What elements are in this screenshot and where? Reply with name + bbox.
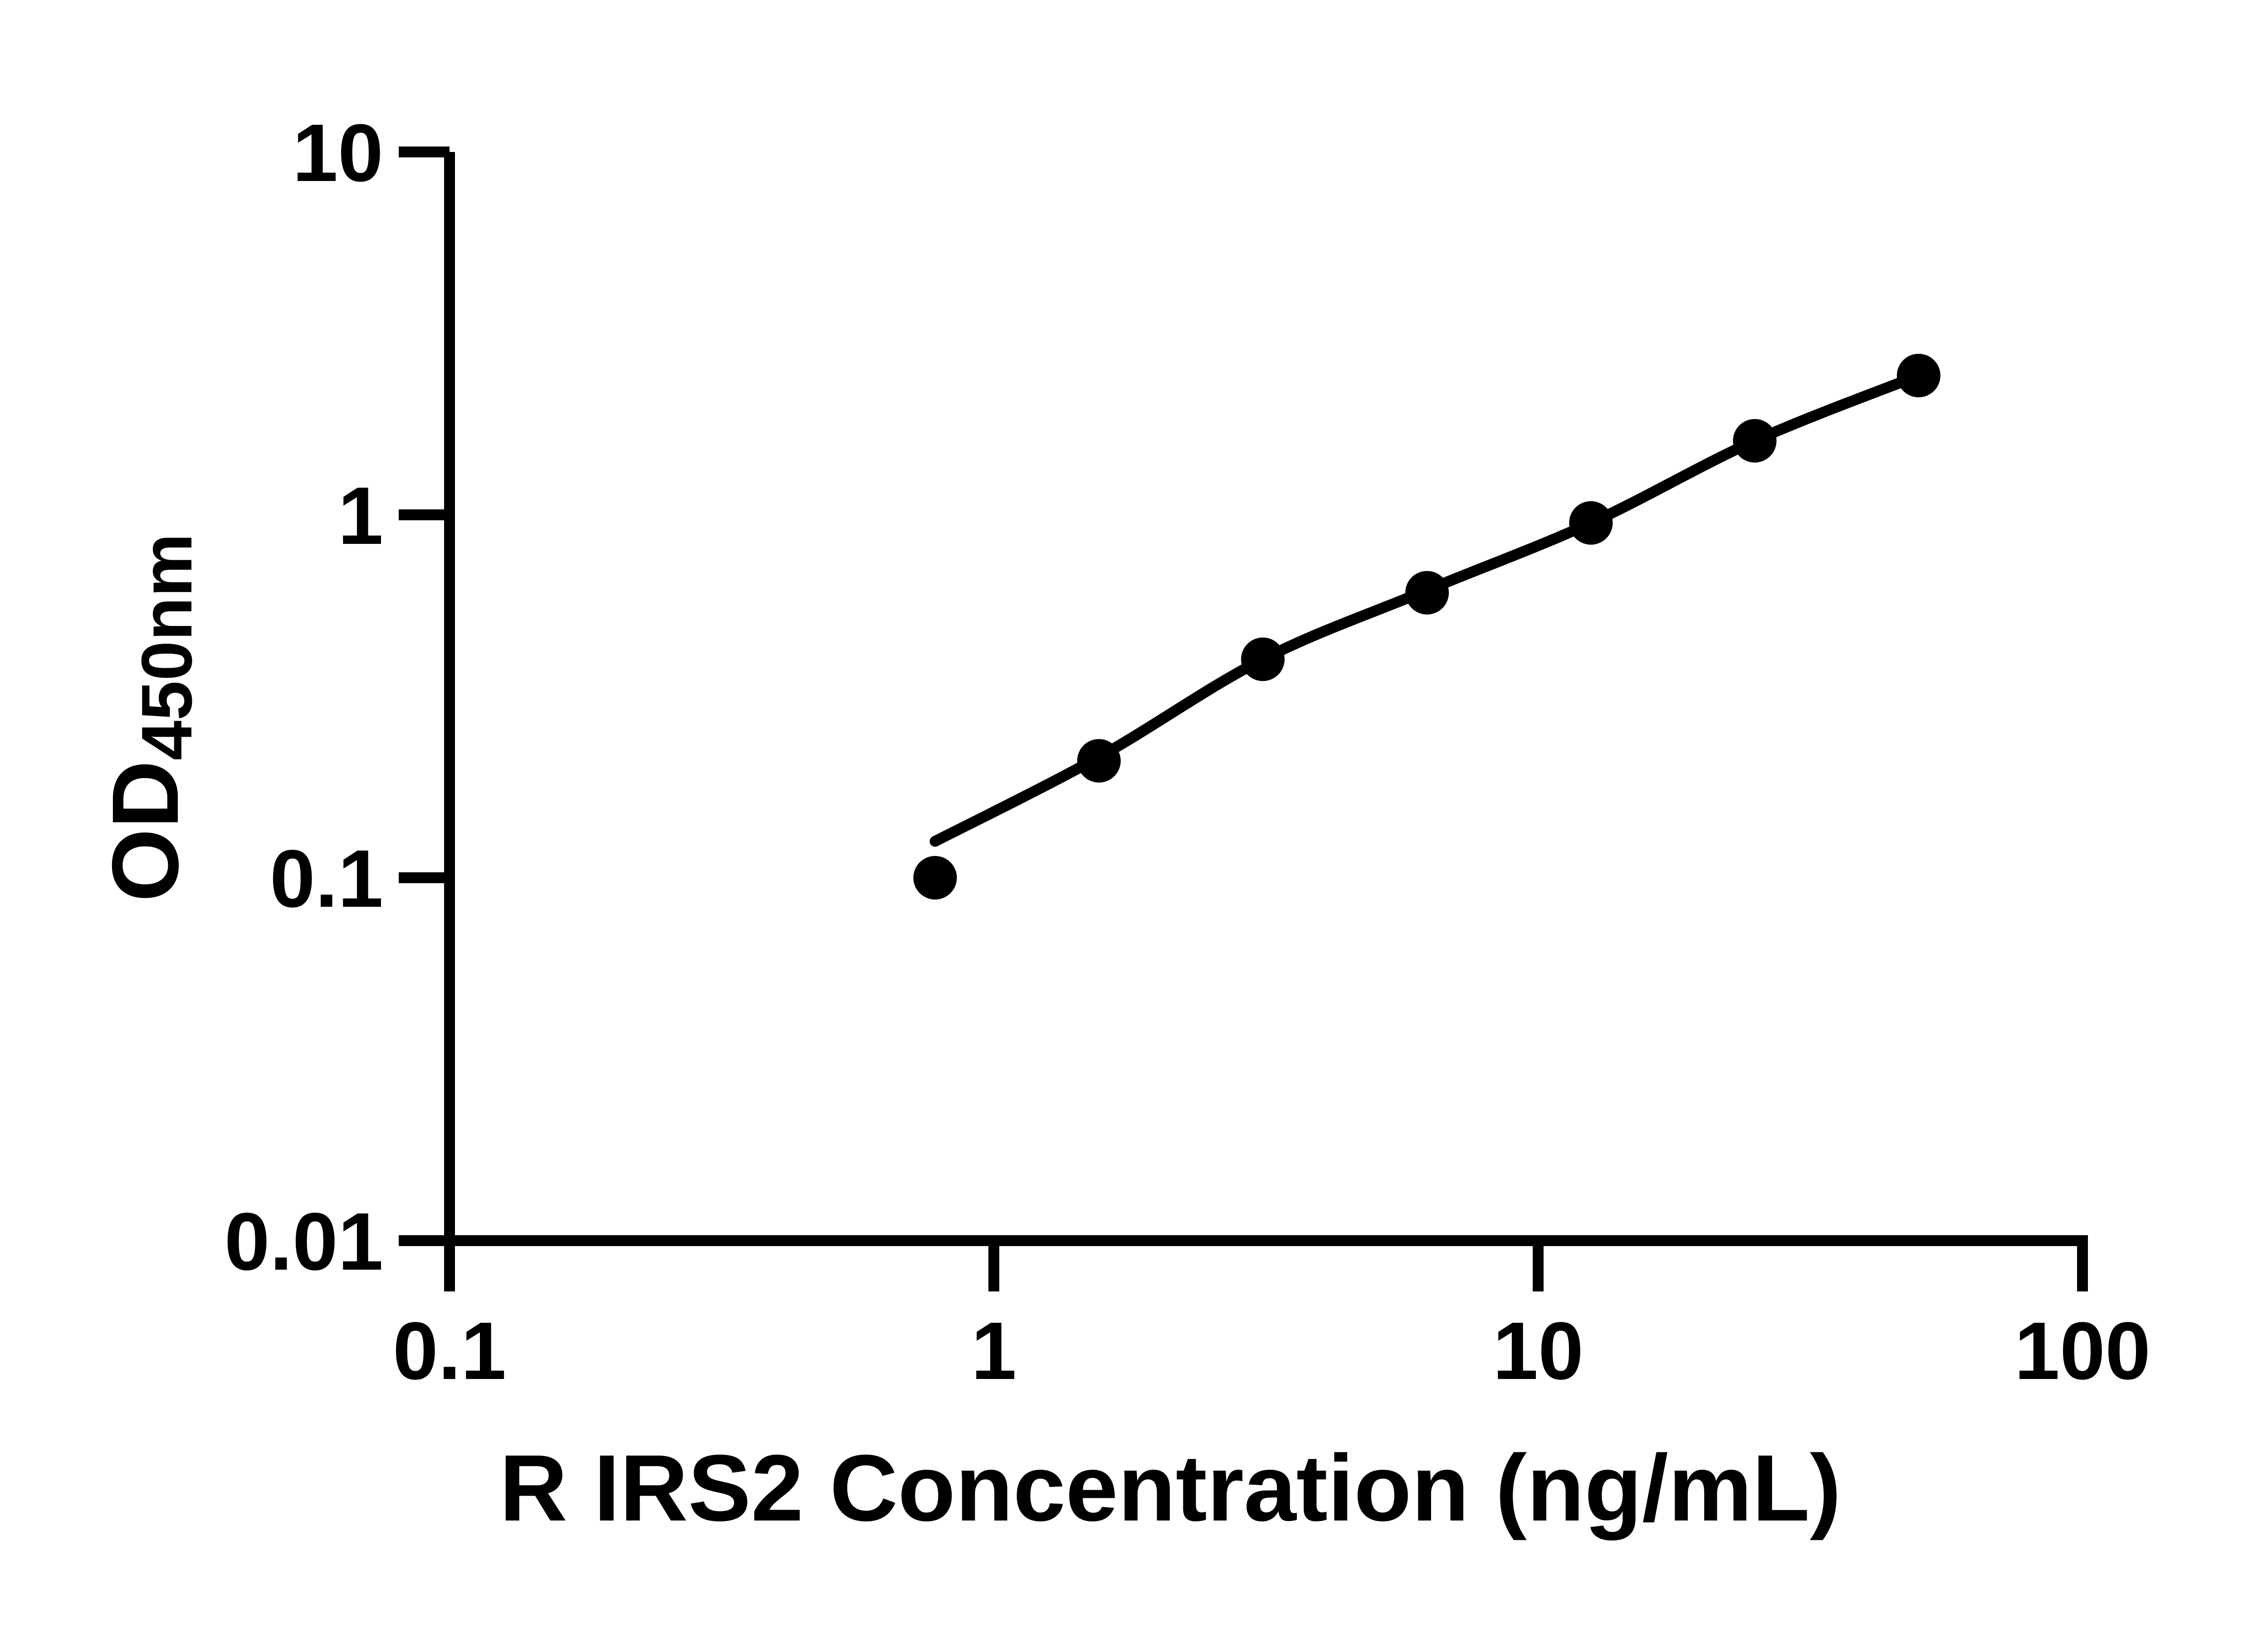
- y-tick-label: 0.01: [225, 1196, 383, 1287]
- data-point: [1897, 353, 1941, 397]
- y-tick-label: 0.1: [270, 833, 383, 924]
- y-axis-title-subscript: 450nm: [127, 533, 207, 761]
- x-tick-label: 10: [1493, 1305, 1584, 1397]
- data-point: [913, 856, 957, 900]
- y-axis-title: OD450nm: [93, 533, 207, 902]
- data-point: [1405, 571, 1449, 615]
- y-tick-label: 1: [338, 470, 383, 562]
- data-points: [913, 353, 1941, 900]
- x-axis-title: R IRS2 Concentration (ng/mL): [499, 1436, 1841, 1541]
- x-tick-label: 1: [971, 1305, 1017, 1397]
- data-point: [1077, 739, 1121, 783]
- data-point: [1733, 419, 1777, 463]
- data-point: [1569, 501, 1613, 545]
- y-tick-label: 10: [293, 108, 383, 199]
- x-tick-label: 100: [2014, 1305, 2151, 1397]
- y-axis-title-base: OD: [93, 760, 198, 902]
- axes: [399, 147, 2088, 1291]
- x-tick-label: 0.1: [393, 1305, 506, 1397]
- data-point: [1241, 637, 1285, 681]
